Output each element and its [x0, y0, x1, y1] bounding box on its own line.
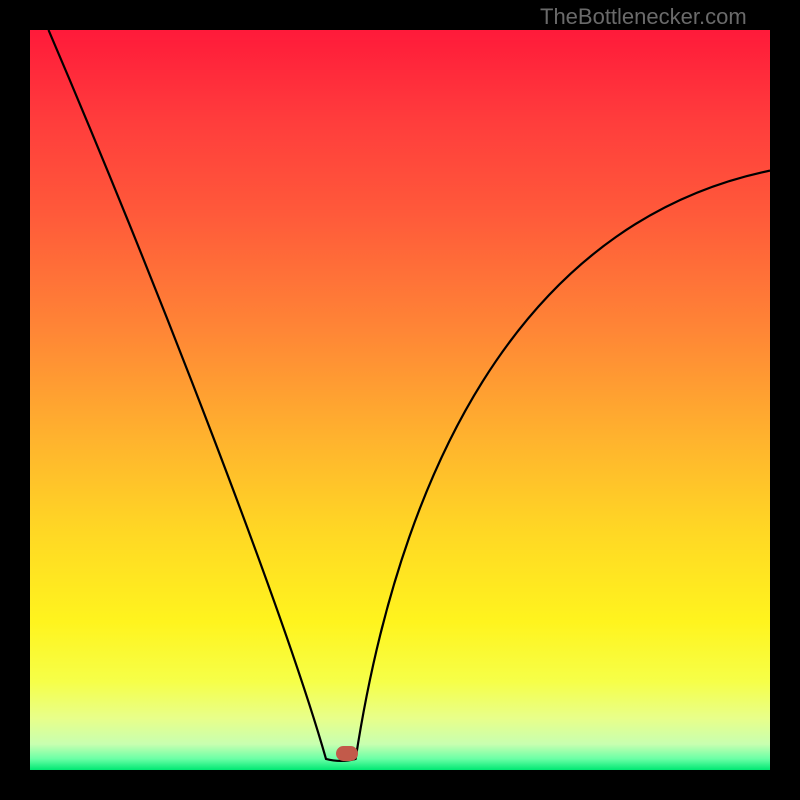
- bottleneck-curve: [30, 30, 770, 770]
- watermark-text: TheBottlenecker.com: [540, 4, 747, 30]
- bottleneck-chart: TheBottlenecker.com: [0, 0, 800, 800]
- plot-area: [30, 30, 770, 770]
- watermark-label: TheBottlenecker.com: [540, 4, 747, 29]
- optimal-point-marker: [336, 746, 358, 761]
